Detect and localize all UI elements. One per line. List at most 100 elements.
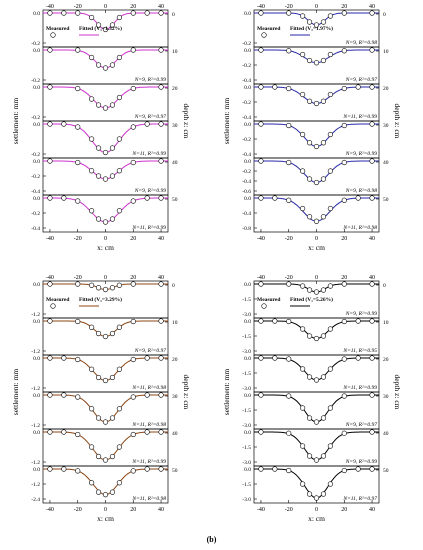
x-tick-label-bottom: -20 [285,507,293,513]
y-tick-label: -0.2 [31,211,40,217]
x-tick-label-top: 0 [315,4,318,10]
measured-point [75,356,81,363]
measured-point [341,48,347,54]
measured-point [258,429,264,435]
measured-point [300,13,306,19]
y-axis-label: settlement: mm [222,369,231,416]
measured-point [75,468,81,474]
measured-point [116,282,122,288]
depth-label: 10 [383,49,389,55]
measured-point [109,173,116,179]
depth-label: 40 [383,160,389,166]
y-tick-label: 0.0 [244,11,251,17]
measured-point [313,143,320,150]
panel-top-left-40: 0.0 -0.2 -0.4 40 N=9, R²=0.99 [31,157,178,196]
measured-point [258,84,264,90]
measured-point [272,195,278,201]
depth-label: 0 [383,283,386,289]
measured-point [258,195,264,201]
measured-point [89,406,95,412]
measured-point [116,136,122,142]
measured-point [327,91,333,98]
measured-point [95,285,102,291]
measured-point [47,158,53,164]
measured-point [130,10,136,16]
y-tick-label: -0.4 [31,189,40,195]
y-tick-label: -1.5 [242,408,251,414]
measured-point [369,10,375,16]
measured-point [109,330,116,337]
measured-point [130,431,136,438]
measured-point [158,466,164,472]
x-axis-label: x: cm [97,514,114,523]
fit-stats: N=9, R²=0.99 [345,151,377,157]
depth-axis-label: depth z: cm [393,104,402,139]
depth-label: 20 [172,86,178,92]
measured-point [158,281,164,287]
measured-point [47,355,53,361]
fit-stats: N=9, R²=0.97 [345,77,377,83]
y-tick-label: 0.0 [33,467,40,473]
measured-point [313,218,320,224]
measured-point [102,105,109,111]
measured-point [158,158,164,164]
measured-point [130,468,136,474]
fit-stats: N=9, R²=0.99 [134,77,166,83]
fitted-curve [43,123,168,154]
measured-point [109,22,116,28]
y-tick-label: 0.0 [244,196,251,202]
measured-point [89,366,95,372]
measured-point [75,281,81,287]
x-tick-label-bottom: -40 [46,507,54,513]
measured-point [102,219,109,225]
measured-point [95,415,102,421]
measured-point [320,140,327,146]
x-tick-label-top: 20 [341,4,347,10]
measured-point [306,287,313,293]
measured-point [341,467,347,474]
measured-point [300,443,306,449]
y-tick-label: -3.0 [242,312,251,318]
depth-label: 30 [383,123,389,129]
measured-point [341,356,347,362]
y-tick-label: 0.0 [33,282,40,288]
measured-point [95,102,102,108]
measured-point [320,333,327,339]
measured-point [89,208,95,214]
y-tick-label: 0.0 [244,282,251,288]
fit-stats: N=11, R²=0.98 [342,225,377,231]
measured-point [130,281,136,287]
x-tick-label-top: 40 [158,275,164,281]
x-tick-label-top: -40 [257,275,265,281]
measured-point [369,47,375,53]
x-tick-label-top: -20 [285,275,293,281]
measured-point [102,26,109,33]
y-tick-label: -1.5 [242,445,251,451]
measured-point [89,480,95,486]
x-tick-label-top: 20 [130,275,136,281]
fit-stats: N=11, R²=0.97 [342,496,377,502]
legend-measured-label: Measured [46,297,69,303]
measured-point [47,429,53,435]
fit-stats: N=9, R²=0.98 [345,40,377,46]
fitted-curve [43,431,168,461]
measured-point [95,145,102,151]
measured-point [300,168,306,174]
measured-point [300,481,306,487]
x-tick-label-bottom: 40 [158,507,164,513]
measured-point [258,10,264,16]
measured-point [258,281,264,287]
x-axis-label: x: cm [308,243,325,252]
depth-label: 0 [172,283,175,289]
depth-label: 30 [383,394,389,400]
measured-point [144,392,150,398]
measured-point [130,124,136,130]
measured-point [320,57,327,64]
measured-point [47,281,53,287]
panel-bottom-right-40: 0.0 -1.5 -3.0 40 N=9, R²=0.99 [242,428,389,467]
measured-point [300,326,306,332]
y-tick-label: 0.0 [33,393,40,399]
y-tick-label: -3.0 [242,423,251,429]
measured-point [327,326,333,332]
fit-stats: N=9, R²=0.99 [345,311,377,317]
